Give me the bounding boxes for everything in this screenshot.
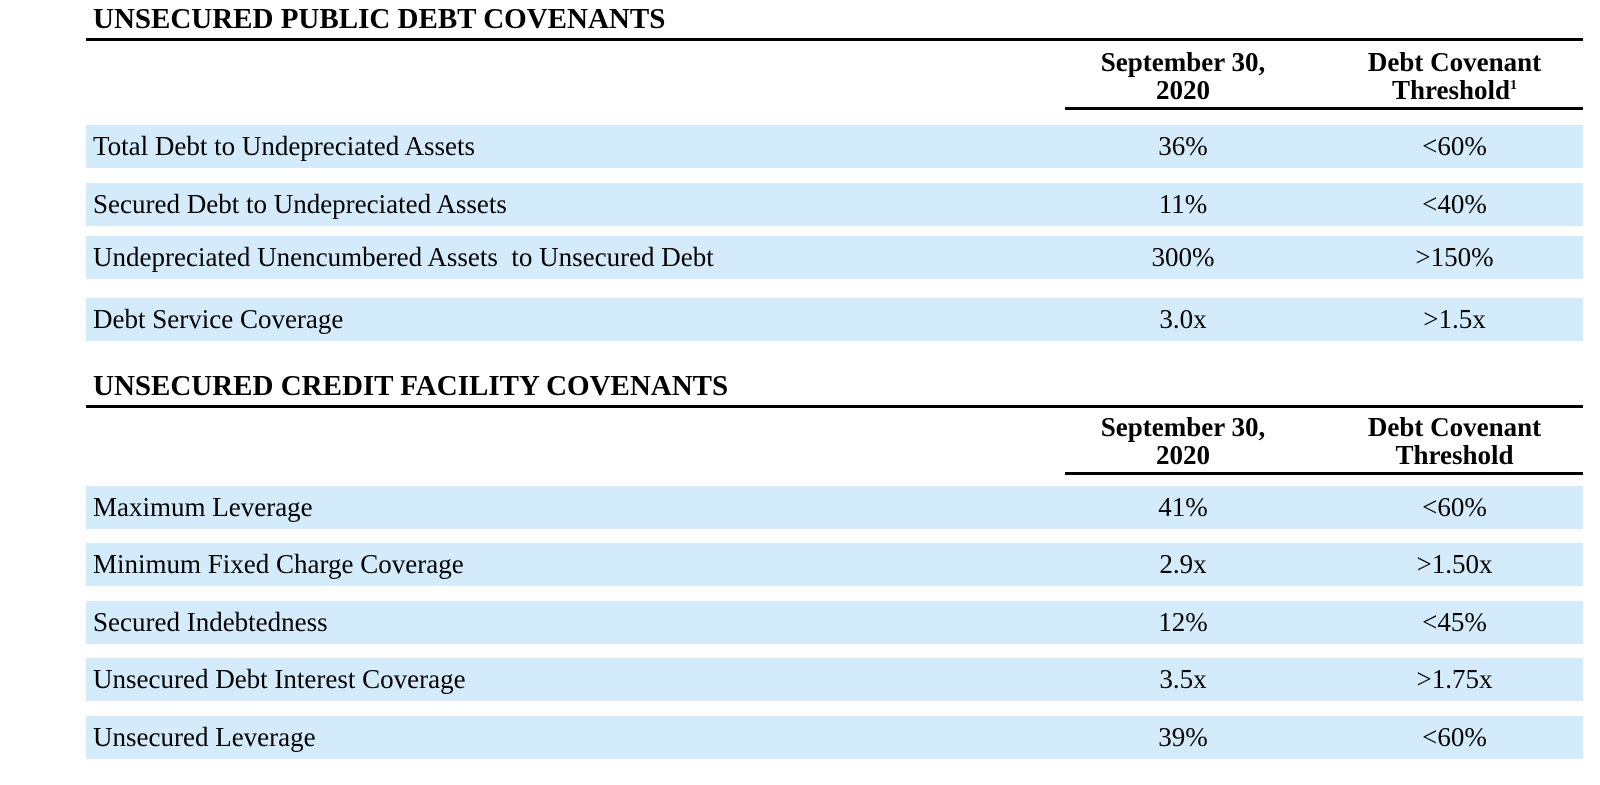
column-header-rule <box>1065 472 1583 475</box>
column-header-date: September 30, 2020 <box>1100 412 1266 470</box>
row-threshold: >1.5x <box>1423 304 1486 334</box>
row-label: Secured Debt to Undepreciated Assets <box>93 189 507 219</box>
row-value: 36% <box>1158 131 1208 161</box>
footnote-marker: 1 <box>1510 78 1518 93</box>
row-value: 300% <box>1151 242 1215 272</box>
table-row: Unsecured Debt Interest Coverage 3.5x >1.7… <box>86 658 1583 701</box>
row-value: 3.0x <box>1159 304 1207 334</box>
row-label: Secured Indebtedness <box>93 607 328 637</box>
table-row: Maximum Leverage 41% <60% <box>86 486 1583 529</box>
table-row: Total Debt to Undepreciated Assets 36% <60… <box>86 125 1583 168</box>
row-threshold: <60% <box>1422 131 1487 161</box>
row-threshold: >1.50x <box>1416 549 1493 579</box>
row-label: Debt Service Coverage <box>93 304 344 334</box>
table-row: Unsecured Leverage 39% <60% <box>86 716 1583 759</box>
row-threshold: <60% <box>1422 722 1487 752</box>
row-threshold: <40% <box>1422 189 1487 219</box>
section-title: UNSECURED CREDIT FACILITY COVENANTS <box>93 370 729 402</box>
row-threshold: <60% <box>1422 492 1487 522</box>
row-value: 39% <box>1158 722 1208 752</box>
public-debt-covenants-table: UNSECURED PUBLIC DEBT COVENANTS Septembe… <box>86 0 1583 350</box>
row-value: 11% <box>1158 189 1208 219</box>
credit-facility-covenants-table: UNSECURED CREDIT FACILITY COVENANTS Sept… <box>86 367 1583 785</box>
row-threshold: >1.75x <box>1416 664 1493 694</box>
table-row: Secured Indebtedness 12% <45% <box>86 601 1583 644</box>
row-label: Unsecured Leverage <box>93 722 316 752</box>
section-title: UNSECURED PUBLIC DEBT COVENANTS <box>93 3 666 35</box>
table-row: Undepreciated Unencumbered Assets to Uns… <box>86 236 1583 279</box>
column-header-threshold: Debt Covenant Threshold <box>1367 412 1542 470</box>
table-row: Debt Service Coverage 3.0x >1.5x <box>86 298 1583 341</box>
row-label: Undepreciated Unencumbered Assets to Uns… <box>93 242 714 272</box>
row-label: Minimum Fixed Charge Coverage <box>93 549 464 579</box>
table-row: Secured Debt to Undepreciated Assets 11% <… <box>86 183 1583 226</box>
section-divider <box>86 405 1583 408</box>
column-header-date: September 30, 2020 <box>1100 47 1266 105</box>
row-value: 3.5x <box>1159 664 1207 694</box>
table-row: Minimum Fixed Charge Coverage 2.9x >1.50x <box>86 543 1583 586</box>
row-label: Total Debt to Undepreciated Assets <box>93 131 476 161</box>
column-header-threshold: Debt Covenant Threshold1 <box>1367 47 1542 105</box>
row-label: Maximum Leverage <box>93 492 313 522</box>
column-header-rule <box>1065 107 1583 110</box>
section-divider <box>86 38 1583 41</box>
row-threshold: >150% <box>1415 242 1494 272</box>
row-value: 2.9x <box>1159 549 1207 579</box>
row-value: 41% <box>1158 492 1208 522</box>
row-label: Unsecured Debt Interest Coverage <box>93 664 466 694</box>
row-threshold: <45% <box>1422 607 1487 637</box>
row-value: 12% <box>1158 607 1208 637</box>
